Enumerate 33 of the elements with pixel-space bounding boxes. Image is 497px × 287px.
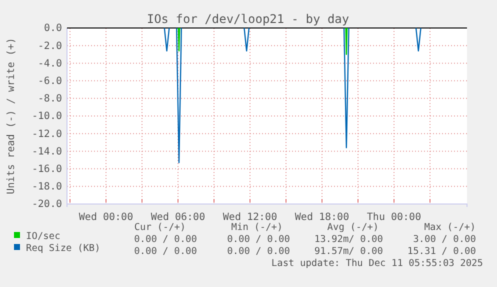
x-tick-label: Wed 12:00 [222, 212, 278, 224]
legend-label: Req Size (KB) [26, 243, 100, 254]
text: 3.00 / 0.00 [413, 234, 476, 245]
y-tick-label: -20.0 [32, 199, 62, 210]
y-tick-label: -12.0 [32, 128, 62, 140]
text: Avg (-/+) [327, 222, 379, 233]
y-tick-label: 0.0 [44, 23, 62, 34]
y-axis-title: Units read (-) / write (+) [6, 38, 17, 194]
x-tick-label: Wed 06:00 [150, 212, 206, 224]
x-tick-label: Wed 18:00 [294, 212, 350, 224]
y-tick-label: -8.0 [38, 94, 62, 105]
text: 0.00 / 0.00 [227, 234, 290, 245]
y-tick-label: -18.0 [32, 182, 62, 193]
text: 0.00 / 0.00 [134, 246, 198, 257]
text: Max (-/+) [424, 222, 476, 233]
text: 15.31 / 0.00 [407, 246, 476, 257]
y-tick-label: -4.0 [38, 58, 62, 70]
text: Min (-/+) [231, 222, 283, 233]
y-tick-label: -6.0 [38, 76, 62, 87]
text: 0.00 / 0.00 [134, 234, 198, 245]
text: Last update: Thu Dec 11 05:55:03 2025 [271, 258, 483, 269]
legend-label: IO/sec [26, 231, 60, 242]
y-tick-label: -10.0 [32, 111, 62, 122]
y-tick-label: -2.0 [38, 40, 62, 52]
text: Cur (-/+) [134, 222, 186, 233]
y-tick-label: -16.0 [32, 164, 62, 175]
text: 91.57m/ 0.00 [314, 246, 384, 257]
text: 0.00 / 0.00 [227, 246, 290, 257]
x-tick-label: Wed 00:00 [78, 212, 134, 224]
chart-title: IOs for /dev/loop21 - by day [146, 12, 350, 26]
y-tick-label: -14.0 [32, 146, 62, 158]
x-tick-label: Thu 00:00 [366, 212, 422, 224]
text: 13.92m/ 0.00 [314, 234, 384, 245]
